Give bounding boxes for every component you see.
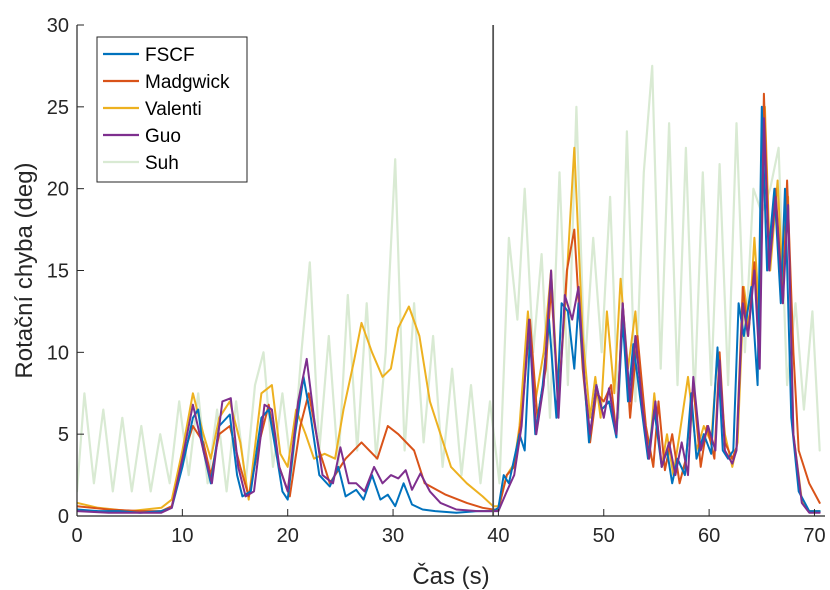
y-tick-label: 30 xyxy=(47,15,69,37)
y-tick-label: 15 xyxy=(47,261,69,283)
legend-label-madgwick: Madgwick xyxy=(145,72,230,93)
x-tick-label: 20 xyxy=(277,525,299,547)
x-tick-label: 40 xyxy=(487,525,509,547)
series-line-guo xyxy=(77,117,821,514)
legend: FSCF Madgwick Valenti Guo Suh xyxy=(96,36,248,183)
legend-label-guo: Guo xyxy=(145,126,181,147)
x-tick-label: 60 xyxy=(698,525,720,547)
x-axis-label: Čas (s) xyxy=(412,562,489,590)
plot-area xyxy=(77,25,821,516)
y-tick-label: 0 xyxy=(58,506,69,528)
y-tick-label: 10 xyxy=(47,342,69,364)
x-tick-label: 70 xyxy=(803,525,825,547)
legend-label-fscf: FSCF xyxy=(145,45,195,66)
y-axis-label: Rotační chyba (deg) xyxy=(11,162,38,378)
plot-clip-group xyxy=(77,25,821,516)
legend-label-suh: Suh xyxy=(145,153,179,174)
y-tick-label: 5 xyxy=(58,424,69,446)
axes: 0 10 20 30 40 50 60 70 0 5 10 15 20 25 30 xyxy=(47,15,826,547)
legend-box xyxy=(96,36,248,183)
x-tick-label: 0 xyxy=(71,525,82,547)
x-tick-label: 30 xyxy=(382,525,404,547)
x-tick-label: 50 xyxy=(593,525,615,547)
legend-label-valenti: Valenti xyxy=(145,99,202,120)
series-line-suh xyxy=(77,64,821,493)
y-tick-label: 20 xyxy=(47,179,69,201)
y-tick-label: 25 xyxy=(47,97,69,119)
x-tick-label: 10 xyxy=(171,525,193,547)
